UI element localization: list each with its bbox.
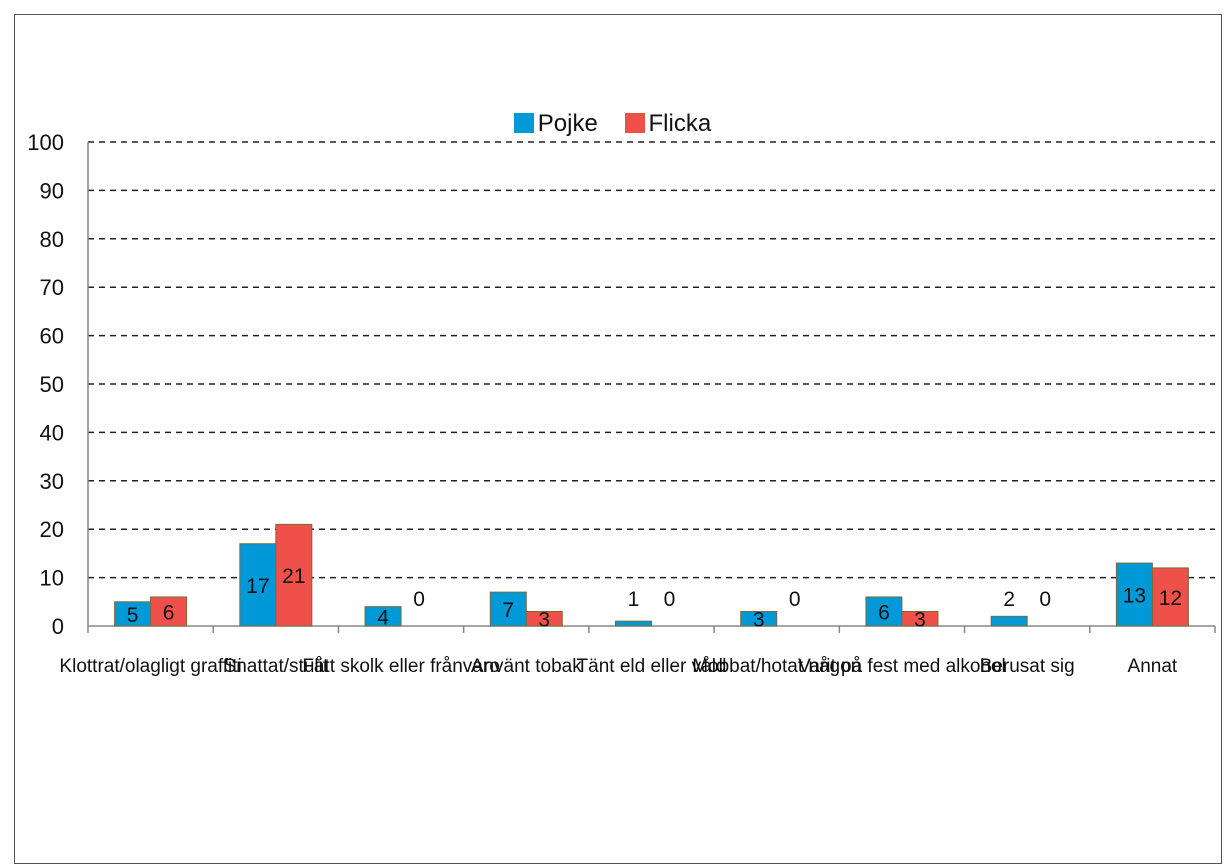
bar-flicka [275,523,313,627]
x-category-label: Mobbat/hotat någon [692,656,861,677]
chart-frame [14,14,1222,864]
bar-pojke [1115,562,1153,627]
y-tick-label: 70 [40,275,64,300]
y-tick-label: 30 [40,469,64,494]
data-label-flicka: 3 [914,609,926,632]
data-label-pojke: 4 [377,606,389,629]
data-label-pojke: 3 [753,609,765,632]
data-label-pojke: 5 [127,604,139,627]
data-label-flicka: 12 [1159,587,1182,610]
x-category-label: Använt tobak [471,656,582,677]
bar-flicka [150,596,188,627]
x-category-label: Snattat/stulit [224,656,329,677]
x-category-label: Varit på fest med alkohol [798,656,1006,677]
bar-pojke [615,620,652,627]
legend: Pojke Flicka [0,110,1225,138]
data-label-pojke: 2 [1003,588,1015,611]
bar-flicka [1151,567,1189,627]
data-label-flicka: 6 [163,601,175,624]
y-tick-label: 90 [40,178,64,203]
data-label-flicka: 0 [664,588,676,611]
y-tick-label: 50 [40,372,64,397]
y-tick-label: 60 [40,324,64,349]
legend-label-pojke: Pojke [537,110,598,137]
bar-pojke [239,543,277,627]
legend-item-pojke: Pojke [513,110,598,138]
x-category-label: Klottrat/olagligt graffiti [59,656,241,677]
data-label-pojke: 17 [246,575,269,598]
bar-pojke [364,606,402,627]
data-label-flicka: 0 [413,588,425,611]
bar-pojke [740,610,778,627]
data-label-pojke: 13 [1123,585,1146,608]
legend-swatch-pojke [513,113,534,133]
legend-item-flicka: Flicka [624,110,712,138]
bar-flicka [901,610,939,627]
data-label-pojke: 7 [502,599,514,622]
y-tick-label: 10 [40,566,64,591]
x-category-label: Berusat sig [980,656,1075,677]
y-tick-label: 0 [52,614,64,639]
bar-flicka [525,610,563,627]
data-label-pojke: 6 [878,601,890,624]
bar-pojke [865,596,903,627]
bar-pojke [489,591,527,627]
x-category-label: Annat [1128,656,1178,677]
y-tick-label: 40 [40,420,64,445]
y-tick-label: 100 [27,130,64,155]
y-tick-label: 20 [40,517,64,542]
data-label-flicka: 21 [282,565,305,588]
data-label-pojke: 1 [628,588,640,611]
data-label-flicka: 0 [1039,588,1051,611]
data-label-flicka: 0 [789,588,801,611]
x-category-label: Tänt eld eller våld [577,656,727,677]
bar-pojke [990,615,1028,627]
bar-pojke [114,601,152,627]
x-category-label: Fått skolk eller frånvaro [302,656,499,677]
y-tick-label: 80 [40,227,64,252]
legend-swatch-flicka [624,113,645,133]
legend-label-flicka: Flicka [648,110,712,137]
data-label-flicka: 3 [538,609,550,632]
